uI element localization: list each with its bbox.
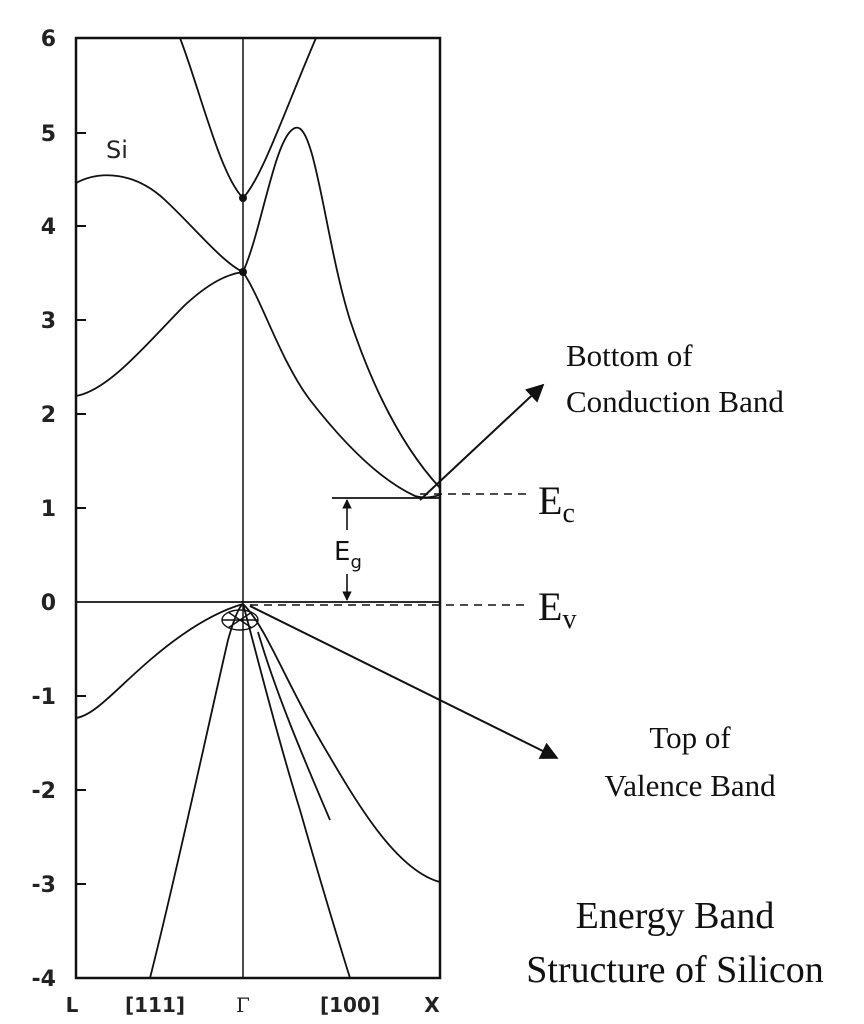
eg-sub: g xyxy=(350,552,361,573)
band-curve xyxy=(149,603,244,979)
band-curve xyxy=(242,37,317,199)
cb-annotation-arrow xyxy=(419,383,545,501)
y-tick-label: -1 xyxy=(32,685,56,710)
y-tick-label: -2 xyxy=(32,779,56,804)
band-curve xyxy=(257,631,331,821)
y-axis-ticks xyxy=(76,132,86,885)
ev-sub: v xyxy=(562,604,576,635)
title-line-2: Structure of Silicon xyxy=(526,949,824,991)
hole-cluster xyxy=(221,609,259,631)
x-tick-label-100: [100] xyxy=(320,993,380,1017)
band-curve xyxy=(75,271,244,397)
y-tick-label: 2 xyxy=(41,403,56,428)
x-tick-labels: L [111] Γ [100] X xyxy=(66,993,441,1017)
band-curve xyxy=(242,603,351,979)
x-tick-label-gamma: Γ xyxy=(236,993,250,1017)
ev-main: E xyxy=(538,584,562,629)
material-label: Si xyxy=(106,136,128,164)
x-tick-label-L: L xyxy=(66,993,79,1017)
y-tick-label: 4 xyxy=(41,215,56,240)
y-tick-label: 3 xyxy=(41,309,56,334)
eg-label: Eg xyxy=(334,537,362,573)
y-tick-label: 0 xyxy=(41,591,56,616)
y-tick-label: 1 xyxy=(41,497,56,522)
cb-annotation-line-2: Conduction Band xyxy=(566,384,784,419)
title-line-1: Energy Band xyxy=(576,895,775,937)
y-tick-label: -3 xyxy=(32,873,56,898)
y-tick-label: -4 xyxy=(32,967,56,992)
vb-annotation-arrow xyxy=(249,605,559,759)
cb-annotation-line-1: Bottom of xyxy=(566,338,693,373)
y-tick-label: 6 xyxy=(41,27,56,52)
x-tick-label-111: [111] xyxy=(125,993,185,1017)
ec-label: Ec xyxy=(538,478,575,529)
ec-sub: c xyxy=(562,498,574,529)
gamma-dot-lower xyxy=(239,268,247,276)
band-curve xyxy=(242,603,441,883)
band-curve xyxy=(242,127,441,489)
y-tick-label: 5 xyxy=(41,122,56,147)
vb-annotation-line-1: Top of xyxy=(649,720,731,755)
ec-main: E xyxy=(538,478,562,523)
band-curve xyxy=(179,37,244,199)
ev-label: Ev xyxy=(538,584,576,635)
y-tick-labels: 6 5 4 3 2 1 0 -1 -2 -3 -4 xyxy=(32,27,56,992)
eg-main: E xyxy=(334,537,350,567)
vb-annotation-line-2: Valence Band xyxy=(604,768,776,803)
x-tick-label-X: X xyxy=(424,993,440,1017)
band-curve xyxy=(75,174,244,273)
band-curves xyxy=(75,37,441,979)
gamma-dot-upper xyxy=(239,194,247,202)
band-curve xyxy=(75,603,244,719)
band-curve xyxy=(242,271,441,499)
